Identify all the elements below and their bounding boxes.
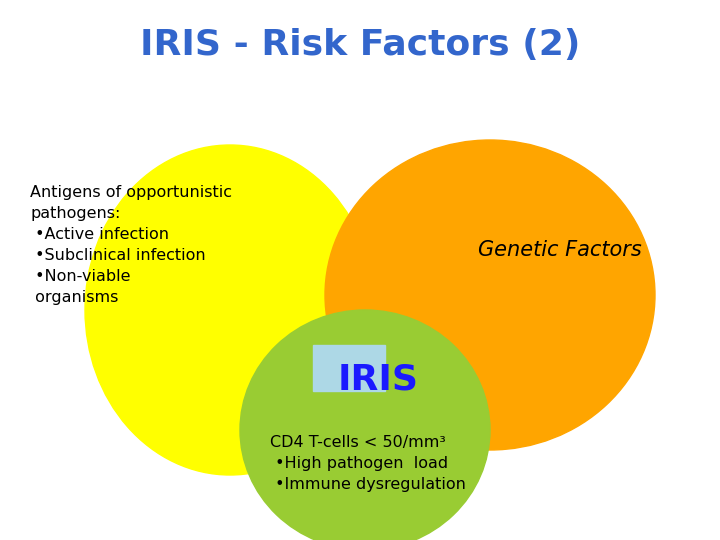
- Ellipse shape: [240, 310, 490, 540]
- Text: Antigens of opportunistic
pathogens:
 •Active infection
 •Subclinical infection
: Antigens of opportunistic pathogens: •Ac…: [30, 185, 232, 305]
- Text: Genetic Factors: Genetic Factors: [478, 240, 642, 260]
- Text: IRIS - Risk Factors (2): IRIS - Risk Factors (2): [140, 28, 580, 62]
- Ellipse shape: [85, 145, 375, 475]
- Text: CD4 T-cells < 50/mm³
 •High pathogen  load
 •Immune dysregulation: CD4 T-cells < 50/mm³ •High pathogen load…: [270, 435, 466, 492]
- Ellipse shape: [325, 140, 655, 450]
- Text: IRIS: IRIS: [338, 362, 419, 396]
- FancyBboxPatch shape: [313, 345, 385, 391]
